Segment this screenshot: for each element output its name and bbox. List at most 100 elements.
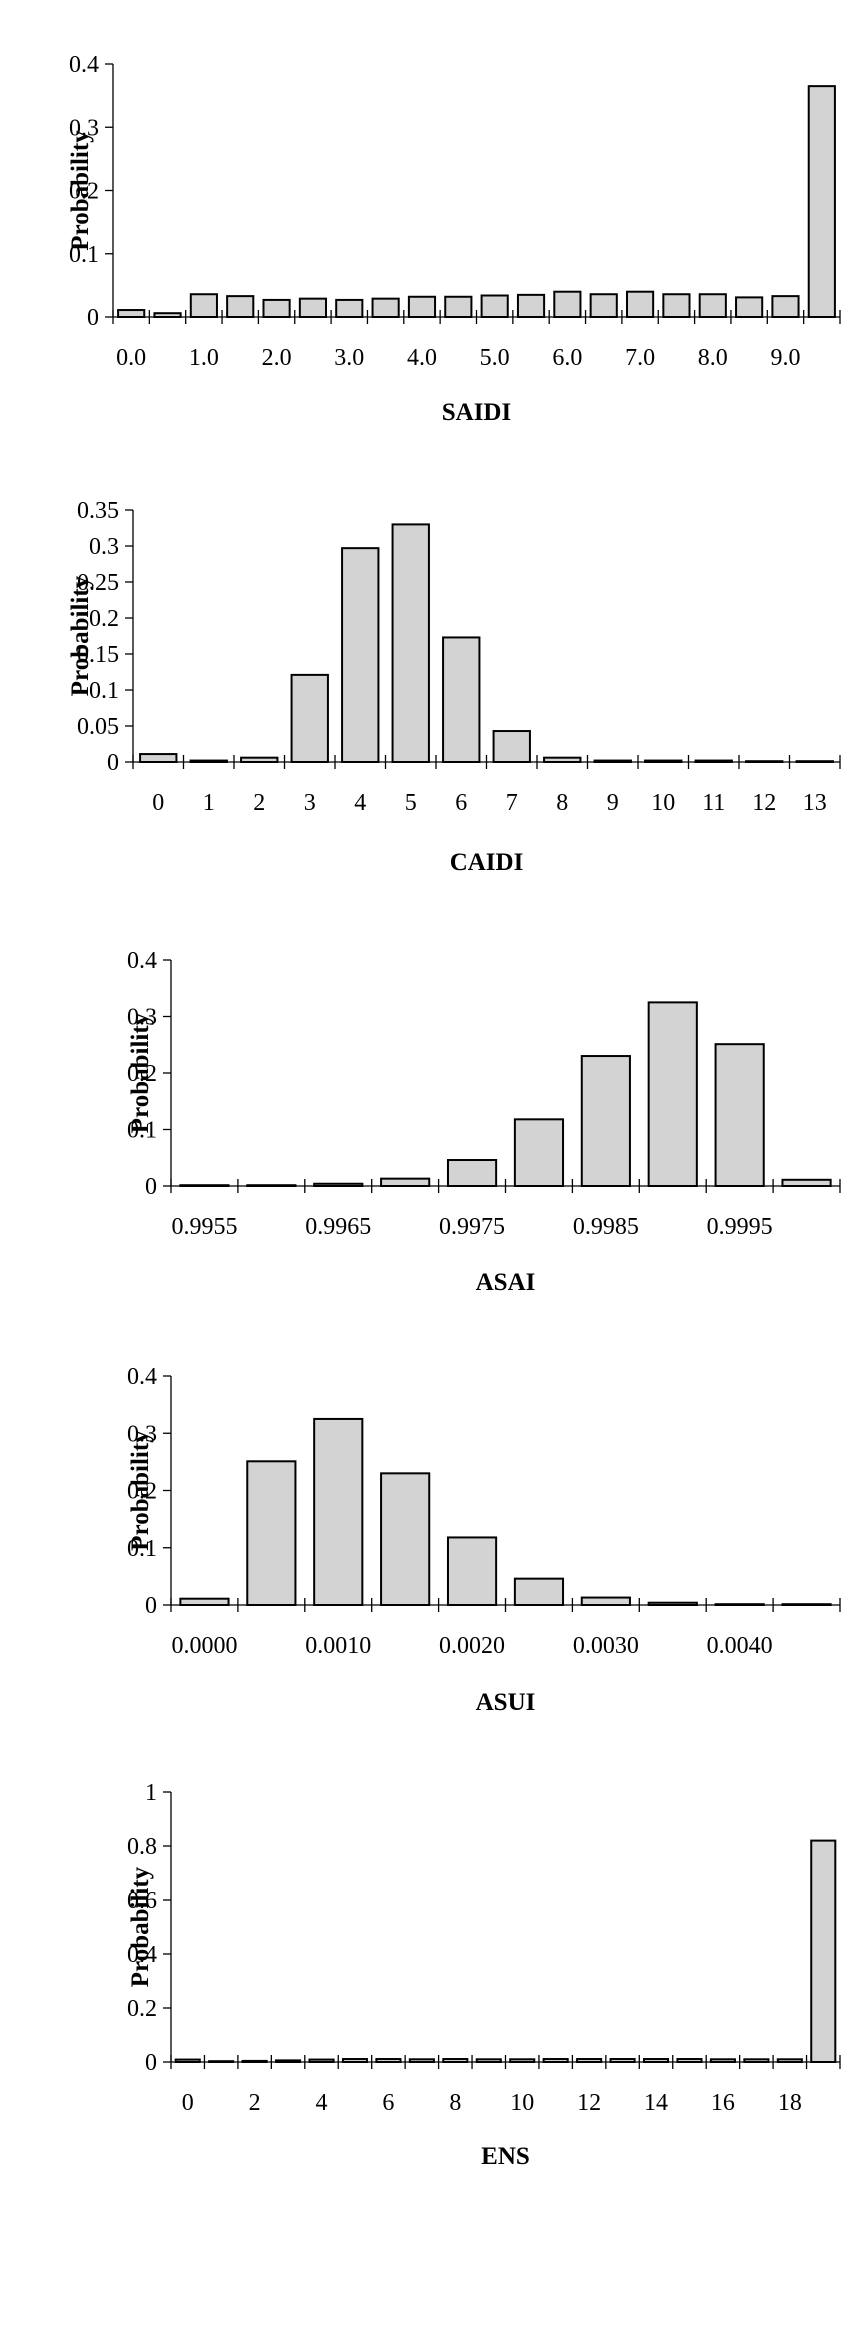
x-tick-label: 2.0 — [262, 345, 292, 371]
bar — [391, 523, 430, 764]
x-tick-label: 3.0 — [334, 345, 364, 371]
y-tick-label: 0 — [107, 750, 119, 776]
y-tick-label: 0.1 — [69, 242, 99, 268]
x-tick-label: 2 — [249, 2090, 261, 2116]
x-axis-title: CAIDI — [450, 849, 524, 876]
x-tick-label: 0.9965 — [305, 1214, 371, 1240]
bar — [442, 636, 481, 763]
y-tick-label: 1 — [145, 1780, 157, 1806]
y-tick-label: 0.1 — [89, 678, 119, 704]
bar — [380, 1472, 431, 1606]
bar — [509, 2058, 536, 2064]
bar — [375, 2058, 402, 2064]
x-tick-label: 0.0020 — [439, 1633, 505, 1659]
bar — [241, 2059, 268, 2063]
x-tick-label: 13 — [803, 790, 827, 816]
bar — [776, 2058, 803, 2064]
bar — [781, 1603, 832, 1606]
y-tick-label: 0.8 — [127, 1834, 157, 1860]
bar — [240, 756, 279, 763]
bar — [275, 2059, 302, 2063]
chart-saidi: 0 0.1 0.2 0.3 0.4 0.0 1.0 2.0 3.0 4.0 5.0 6.0 7.0 8.0… — [67, 52, 841, 426]
x-tick-label: 8 — [556, 790, 568, 816]
bar — [313, 1182, 364, 1187]
bar — [543, 756, 582, 763]
bar — [676, 2058, 703, 2064]
bar — [709, 2058, 736, 2064]
bar — [480, 294, 509, 318]
x-tick-label: 12 — [752, 790, 776, 816]
bar — [625, 290, 655, 319]
bar — [745, 760, 784, 764]
bar — [807, 85, 836, 318]
x-tick-label: 1.0 — [189, 345, 219, 371]
bar — [647, 1001, 698, 1188]
bar — [341, 2058, 369, 2064]
y-tick-label: 0.4 — [127, 1942, 157, 1968]
x-tick-label: 4.0 — [407, 345, 437, 371]
bar — [694, 759, 733, 763]
y-axis-title: Probability — [127, 1866, 154, 1987]
bar — [492, 730, 531, 763]
x-tick-label: 0.0 — [116, 345, 146, 371]
bar — [380, 1177, 431, 1188]
x-tick-label: 0.9955 — [171, 1214, 237, 1240]
bar — [662, 293, 691, 319]
bar — [580, 1596, 631, 1607]
x-tick-label: 8.0 — [698, 345, 728, 371]
y-axis-title: Probability — [127, 1430, 154, 1551]
bar — [246, 1460, 297, 1607]
y-tick-label: 0 — [145, 1174, 157, 1200]
bar — [117, 309, 146, 319]
bar — [341, 547, 380, 763]
chart-ens: 00.20.40.60.810 2 4 6 8 10 12 14 16 18ENSProbabil… — [127, 1780, 841, 2170]
bar — [371, 297, 400, 319]
bar — [593, 759, 632, 763]
y-tick-label: 0.35 — [77, 498, 119, 524]
x-tick-label: 4 — [316, 2090, 328, 2116]
x-tick-label: 7 — [506, 790, 518, 816]
bar — [644, 759, 683, 763]
x-tick-label: 0 — [182, 2090, 194, 2116]
y-tick-label: 0 — [145, 1593, 157, 1619]
x-tick-label: 16 — [711, 2090, 735, 2116]
bar — [647, 1601, 698, 1606]
bar — [208, 2060, 235, 2063]
y-tick-label: 0.4 — [127, 948, 157, 974]
x-tick-label: 0.0040 — [707, 1633, 773, 1659]
x-tick-label: 18 — [778, 2090, 802, 2116]
chart-asui: 0 0.1 0.2 0.3 0.4 0.0000 0.0010 0.0020 0.0030 0.0… — [127, 1364, 841, 1716]
x-tick-label: 6.0 — [552, 345, 582, 371]
bar — [189, 293, 218, 319]
bar — [580, 1055, 631, 1188]
bar — [407, 295, 437, 319]
y-tick-label: 0.4 — [69, 52, 99, 78]
x-tick-label: 3 — [304, 790, 316, 816]
y-tick-label: 0.2 — [127, 1061, 157, 1087]
y-tick-label: 0.1 — [127, 1118, 157, 1144]
bar — [553, 290, 582, 319]
x-tick-label: 0.9975 — [439, 1214, 505, 1240]
chart-asai: 0 0.1 0.2 0.3 0.4 0.9955 0.9965 0.9975 0.9985 0.9… — [127, 948, 841, 1296]
bar — [226, 295, 255, 319]
bar — [179, 1184, 230, 1187]
bar — [735, 296, 764, 319]
bar — [246, 1184, 297, 1187]
x-tick-label: 11 — [702, 790, 725, 816]
bar — [513, 1118, 565, 1187]
x-axis-title: ASAI — [476, 1269, 536, 1296]
x-tick-label: 10 — [651, 790, 675, 816]
x-axis-title: ASUI — [476, 1689, 536, 1716]
x-axis-title: SAIDI — [442, 399, 511, 426]
bar — [313, 1417, 364, 1606]
y-tick-label: 0.05 — [77, 714, 119, 740]
bar — [781, 1178, 832, 1188]
bar — [153, 312, 182, 319]
x-tick-label: 10 — [510, 2090, 534, 2116]
bar — [189, 759, 228, 763]
x-tick-label: 0.0010 — [305, 1633, 371, 1659]
bar — [714, 1043, 765, 1188]
x-tick-label: 0.0000 — [171, 1633, 237, 1659]
bar — [513, 1577, 565, 1607]
